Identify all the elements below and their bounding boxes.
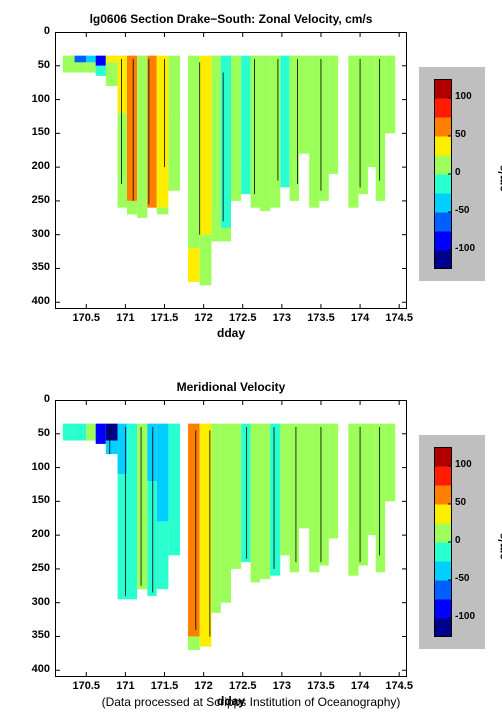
ytick: 200 [32, 528, 50, 540]
xtick: 172.5 [225, 680, 261, 692]
page-root: lg0606 Section Drake−South: Zonal Veloci… [0, 0, 502, 715]
xtick: 174 [342, 680, 378, 692]
colorbar [434, 79, 452, 269]
cb-tick: 50 [455, 497, 466, 508]
cb-tick: -100 [455, 243, 475, 254]
chart-title: Meridional Velocity [0, 380, 462, 394]
colorbar-bg [419, 67, 485, 281]
ytick: 300 [32, 596, 50, 608]
chart-meridional [55, 400, 407, 677]
cb-tick: -50 [455, 573, 469, 584]
ytick: 250 [32, 562, 50, 574]
ytick: 100 [32, 461, 50, 473]
chart-zonal [55, 32, 407, 309]
ytick: 150 [32, 494, 50, 506]
ytick: 150 [32, 126, 50, 138]
cb-tick: -100 [455, 611, 475, 622]
cb-tick: 0 [455, 535, 461, 546]
caption: (Data processed at Scripps Institution o… [0, 695, 502, 709]
colorbar-label: cm/s [496, 533, 502, 560]
colorbar-bg [419, 435, 485, 649]
colorbar [434, 447, 452, 637]
cb-tick: -50 [455, 205, 469, 216]
ytick: 300 [32, 228, 50, 240]
chart-title: lg0606 Section Drake−South: Zonal Veloci… [0, 12, 462, 26]
xtick: 173 [264, 312, 300, 324]
xtick: 172 [186, 312, 222, 324]
ytick: 100 [32, 93, 50, 105]
xtick: 173.5 [303, 312, 339, 324]
xlabel: dday [55, 326, 407, 340]
ytick: 50 [38, 59, 50, 71]
xtick: 174.5 [381, 680, 417, 692]
cb-tick: 0 [455, 167, 461, 178]
xtick: 171 [107, 312, 143, 324]
ytick: 0 [44, 25, 50, 37]
colorbar-label: cm/s [496, 165, 502, 192]
ytick: 400 [32, 295, 50, 307]
ytick: 0 [44, 393, 50, 405]
ytick: 350 [32, 261, 50, 273]
xtick: 173.5 [303, 680, 339, 692]
xtick: 171.5 [147, 312, 183, 324]
xtick: 174.5 [381, 312, 417, 324]
ytick: 200 [32, 160, 50, 172]
ytick: 250 [32, 194, 50, 206]
cb-tick: 50 [455, 129, 466, 140]
ytick: 350 [32, 629, 50, 641]
xtick: 173 [264, 680, 300, 692]
ytick: 50 [38, 427, 50, 439]
xtick: 172.5 [225, 312, 261, 324]
xtick: 174 [342, 312, 378, 324]
cb-tick: 100 [455, 91, 472, 102]
xtick: 171.5 [147, 680, 183, 692]
cb-tick: 100 [455, 459, 472, 470]
xtick: 171 [107, 680, 143, 692]
ytick: 400 [32, 663, 50, 675]
xtick: 170.5 [68, 312, 104, 324]
xtick: 172 [186, 680, 222, 692]
xtick: 170.5 [68, 680, 104, 692]
